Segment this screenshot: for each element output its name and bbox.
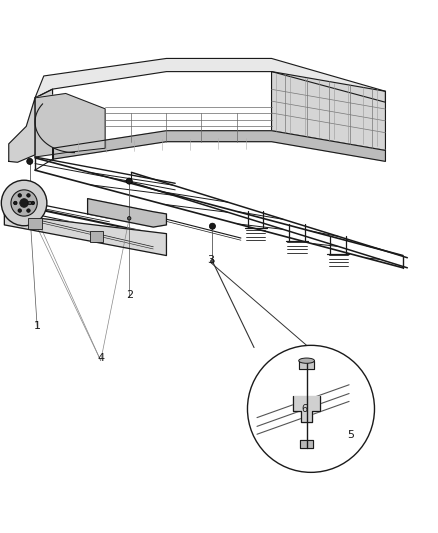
Circle shape: [27, 193, 30, 197]
Polygon shape: [293, 395, 320, 422]
Circle shape: [28, 201, 32, 205]
Text: 1: 1: [34, 321, 41, 330]
Text: 5: 5: [347, 430, 354, 440]
Circle shape: [27, 209, 30, 212]
Circle shape: [18, 193, 21, 197]
Text: 6: 6: [301, 404, 307, 414]
Ellipse shape: [299, 358, 314, 364]
Circle shape: [18, 209, 21, 212]
Bar: [28, 219, 42, 229]
Circle shape: [1, 180, 47, 226]
Polygon shape: [300, 440, 313, 448]
Polygon shape: [35, 59, 385, 102]
Bar: [90, 231, 103, 243]
Circle shape: [209, 223, 215, 229]
Polygon shape: [35, 93, 105, 157]
Polygon shape: [35, 89, 53, 157]
Text: 2: 2: [126, 290, 133, 300]
Circle shape: [14, 201, 17, 205]
Circle shape: [127, 216, 131, 220]
Circle shape: [11, 190, 37, 216]
Polygon shape: [4, 214, 166, 255]
Circle shape: [247, 345, 374, 472]
Circle shape: [126, 178, 132, 184]
Polygon shape: [53, 131, 385, 161]
Circle shape: [27, 158, 33, 165]
Polygon shape: [9, 98, 35, 162]
Circle shape: [20, 199, 28, 207]
Text: 3: 3: [207, 255, 214, 265]
Text: 4: 4: [97, 353, 104, 364]
Polygon shape: [88, 199, 166, 227]
Polygon shape: [299, 361, 314, 369]
Circle shape: [31, 201, 35, 205]
Polygon shape: [272, 71, 385, 150]
Circle shape: [211, 260, 214, 263]
